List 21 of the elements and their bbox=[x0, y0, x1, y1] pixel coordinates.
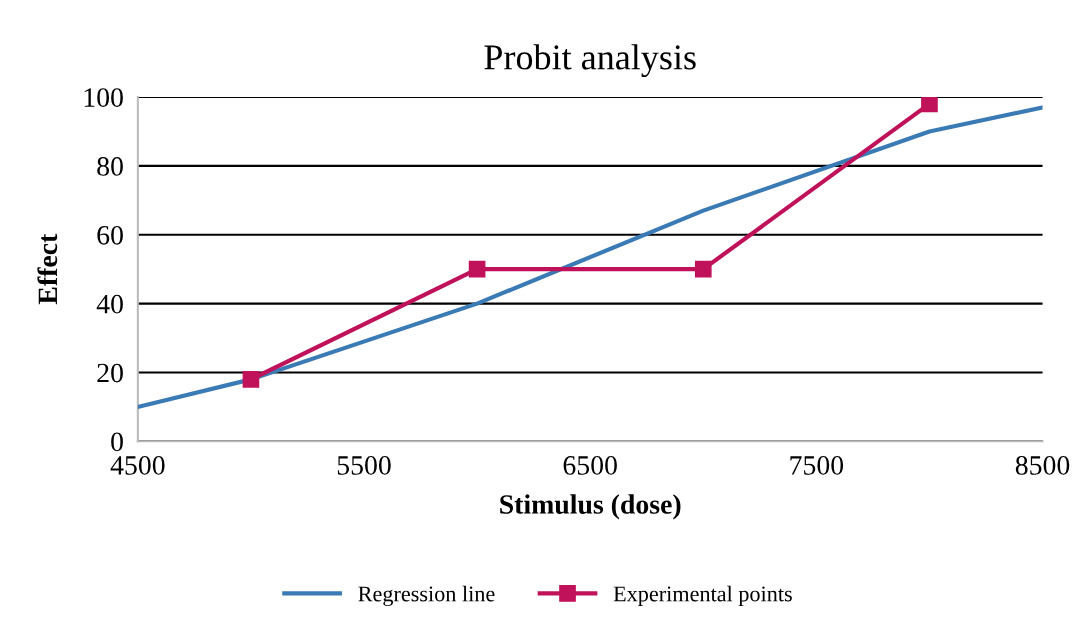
y-tick-label: 40 bbox=[96, 294, 123, 314]
y-tick-label: 100 bbox=[84, 88, 123, 107]
y-tick-label: 80 bbox=[97, 157, 123, 176]
y-tick-label: 0 bbox=[111, 432, 123, 452]
x-tick-label: 7500 bbox=[790, 456, 844, 475]
point bbox=[921, 97, 938, 113]
chart-title: Probit analysis bbox=[484, 44, 696, 78]
y-axis-title: Effect bbox=[37, 233, 58, 305]
point bbox=[242, 371, 260, 388]
legend-label: Experimental points bbox=[613, 585, 792, 606]
x-axis-title: Stimulus (dose) bbox=[500, 494, 681, 520]
x-tick-label: 6500 bbox=[563, 456, 617, 475]
x-tick-label: 4500 bbox=[110, 456, 165, 475]
y-tick-label: 60 bbox=[97, 225, 123, 245]
y-tick-label: 20 bbox=[97, 363, 123, 383]
legend-label: Regression line bbox=[358, 585, 495, 606]
point bbox=[694, 260, 712, 278]
line-series bbox=[137, 105, 1043, 409]
x-tick-label: 5500 bbox=[337, 456, 391, 475]
point bbox=[468, 260, 486, 278]
x-tick-label: 8500 bbox=[1015, 456, 1070, 475]
